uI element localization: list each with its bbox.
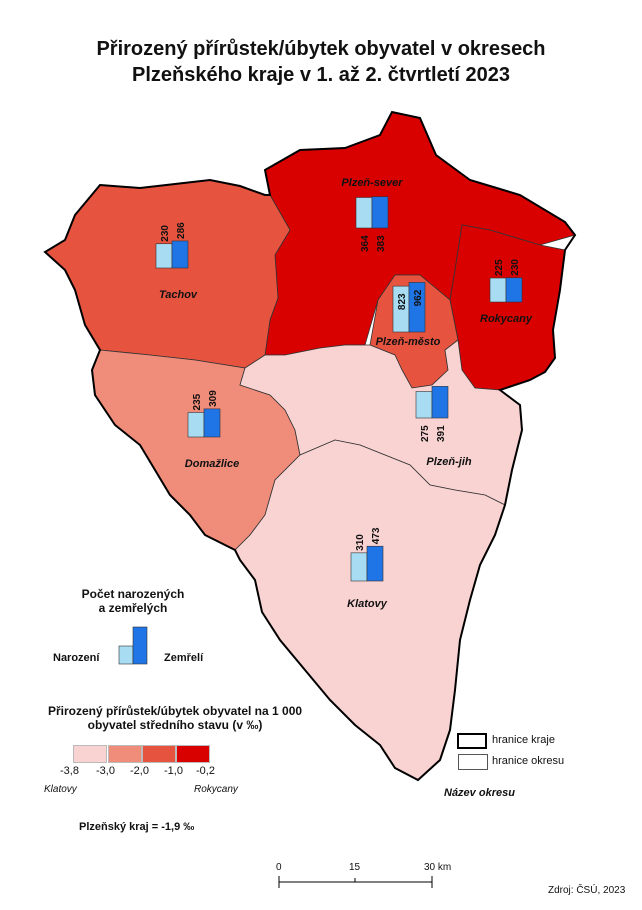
legend-swatch-4 [176, 745, 210, 763]
died-value-plze-sever: 383 [376, 235, 387, 252]
bar-died-plze-m-sto [408, 282, 426, 333]
legend-break-1: -3,8 [60, 765, 79, 777]
legend-min-district: Klatovy [44, 784, 77, 795]
born-value-plze-jih: 275 [420, 425, 431, 442]
bar-died-plze-jih [431, 386, 449, 419]
born-value-tachov: 230 [160, 225, 171, 242]
legend-break-3: -2,0 [130, 765, 149, 777]
died-value-tachov: 286 [176, 222, 187, 239]
died-value-plze-m-sto: 962 [413, 289, 424, 306]
died-value-rokycany: 230 [510, 259, 521, 276]
region-boundary-swatch [457, 733, 487, 749]
bar-born-rokycany [489, 277, 507, 303]
region-boundary [43, 110, 577, 782]
scale-tick-30: 30 km [424, 862, 452, 873]
district-label-plze-m-sto: Plzeň-město [376, 336, 441, 348]
district-label-doma-lice: Domažlice [185, 458, 239, 470]
bar-born-plze-sever [355, 197, 373, 229]
legend-max-district: Rokycany [194, 784, 238, 795]
district-boundary-swatch [458, 754, 488, 770]
map-title: Přirozený přírůstek/úbytek obyvatel v ok… [0, 36, 642, 88]
bar-died-doma-lice [203, 408, 221, 438]
scale-bar [278, 876, 433, 888]
district-name-legend: Název okresu [444, 787, 515, 799]
legend-swatch-3 [142, 745, 176, 763]
bar-legend-title-2: a zemřelých [98, 601, 168, 615]
born-value-plze-sever: 364 [360, 235, 371, 252]
district-label-plze-sever: Plzeň-sever [341, 177, 403, 189]
bar-born-klatovy [350, 552, 368, 582]
symbol-klatovy: 310 473 Klatovy [347, 527, 388, 610]
born-value-rokycany: 225 [494, 259, 505, 276]
district-label-klatovy: Klatovy [347, 598, 388, 610]
legend-born-label: Narození [53, 652, 100, 664]
bar-legend-title: Počet narozených a zemřelých [58, 587, 208, 615]
legend-died-label: Zemřelí [164, 652, 204, 664]
legend-born-bar [118, 645, 134, 665]
legend-swatch-2 [108, 745, 142, 763]
died-value-doma-lice: 309 [208, 390, 219, 407]
symbol-domazlice: 235 309 Domažlice [185, 390, 239, 470]
district-symbols: 364 383 Plzeň-sever 230 286 Tachov 225 230 Rok… [155, 177, 533, 610]
legend-swatch-1 [73, 745, 107, 763]
source-note: Zdroj: ČSÚ, 2023 [548, 885, 626, 896]
symbol-tachov: 230 286 Tachov [155, 222, 198, 301]
bar-born-tachov [155, 243, 173, 269]
region-boundary-label: hranice kraje [492, 734, 555, 746]
rate-legend-title-2: obyvatel středního stavu (v ‰) [87, 718, 263, 732]
scale-tick-15: 15 [349, 862, 361, 873]
district-label-tachov: Tachov [159, 289, 198, 301]
bar-born-plze-jih [415, 391, 433, 419]
region-value: Plzeňský kraj = -1,9 ‰ [79, 821, 195, 833]
rate-legend-title-1: Přirozený přírůstek/úbytek obyvatel na 1… [47, 704, 303, 718]
bar-died-klatovy [366, 545, 384, 582]
legend-break-4: -1,0 [164, 765, 183, 777]
title-line-2: Plzeňského kraje v 1. až 2. čtvrtletí 20… [132, 64, 510, 86]
died-value-plze-jih: 391 [436, 425, 447, 442]
title-line-1: Přirozený přírůstek/úbytek obyvatel v ok… [96, 38, 546, 60]
symbol-plzen-mesto: 823 962 Plzeň-město [376, 282, 441, 348]
symbol-rokycany: 225 230 Rokycany [480, 259, 533, 325]
born-value-klatovy: 310 [355, 534, 366, 551]
legend-died-bar [132, 626, 148, 665]
bar-legend-symbol [118, 626, 148, 665]
bar-born-doma-lice [187, 412, 205, 438]
legend-break-2: -3,0 [96, 765, 115, 777]
born-value-doma-lice: 235 [192, 393, 203, 410]
district-label-rokycany: Rokycany [480, 313, 533, 325]
born-value-plze-m-sto: 823 [397, 293, 408, 310]
rate-legend-title: Přirozený přírůstek/úbytek obyvatel na 1… [10, 704, 340, 732]
died-value-klatovy: 473 [371, 527, 382, 544]
district-label-plze-jih: Plzeň-jih [426, 456, 472, 468]
symbol-plzen-sever: 364 383 Plzeň-sever [341, 177, 403, 252]
bar-died-plze-sever [371, 196, 389, 229]
symbol-plzen-jih: 275 391 Plzeň-jih [415, 386, 472, 468]
legend-break-5: -0,2 [196, 765, 215, 777]
bar-died-tachov [171, 240, 189, 269]
district-boundary-label: hranice okresu [492, 755, 565, 767]
district-rokycany[interactable] [449, 224, 566, 391]
bar-died-rokycany [505, 277, 523, 303]
bar-legend-title-1: Počet narozených [81, 587, 185, 601]
scale-tick-0: 0 [276, 862, 282, 873]
